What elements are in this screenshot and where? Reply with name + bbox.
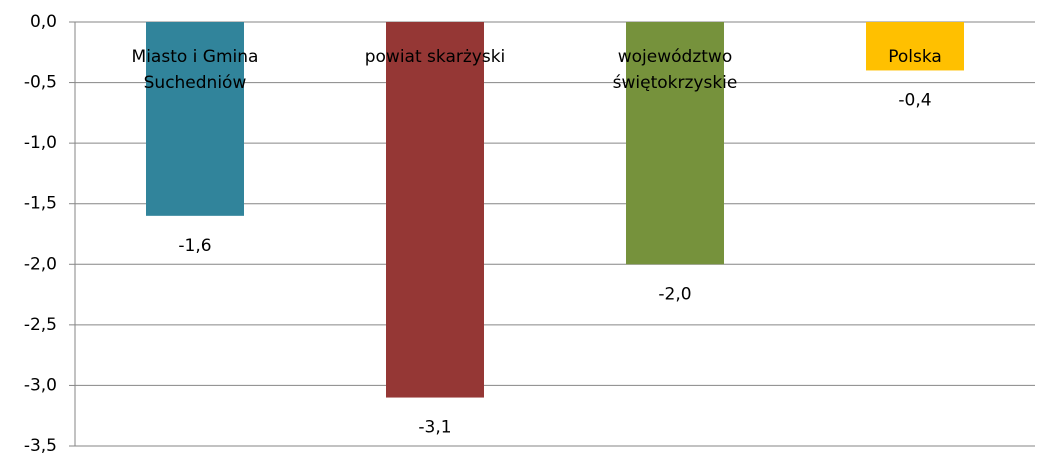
category-label: powiat skarżyski: [364, 47, 506, 67]
y-tick-label: -0,5: [24, 73, 57, 93]
y-tick-label: -3,0: [24, 375, 57, 395]
bar: [146, 22, 244, 216]
data-label: -2,0: [658, 284, 691, 304]
bar: [866, 22, 964, 71]
category-label: województwo świętokrzyskie: [612, 47, 738, 93]
category-label: Miasto i Gmina Suchedniów: [131, 47, 259, 93]
y-tick-label: -1,5: [24, 194, 57, 214]
y-tick-label: -2,0: [24, 254, 57, 274]
data-label: -3,1: [418, 418, 451, 438]
category-label: Polska: [888, 47, 942, 67]
data-label: -0,4: [898, 90, 931, 110]
bar: [386, 22, 484, 398]
y-tick-label: -1,0: [24, 133, 57, 153]
y-tick-label: -3,5: [24, 436, 57, 455]
y-tick-label: -2,5: [24, 315, 57, 335]
y-tick-label: 0,0: [30, 12, 57, 32]
data-label: -1,6: [178, 236, 211, 256]
bar: [626, 22, 724, 265]
